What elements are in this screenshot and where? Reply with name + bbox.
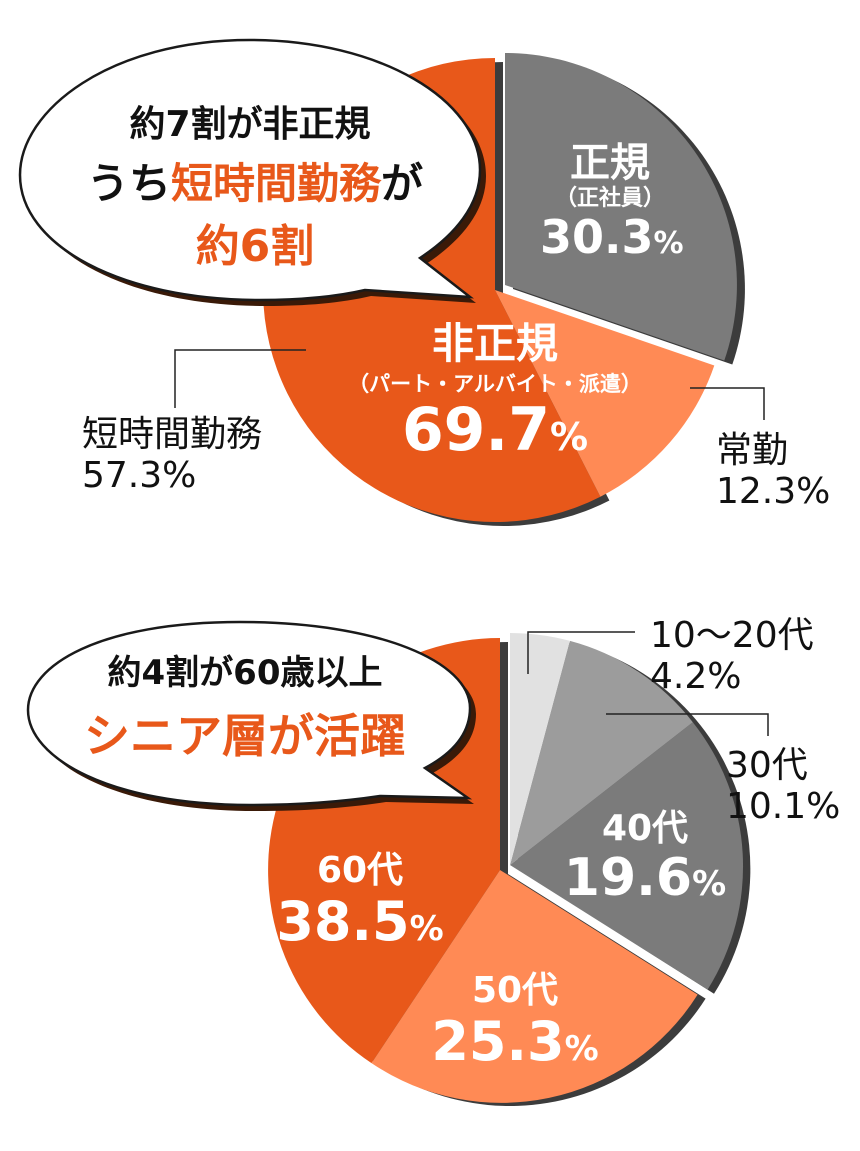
callout-short-time-value: 57.3% <box>82 455 197 497</box>
age-50s-unit: % <box>564 1029 599 1070</box>
nonregular-unit: % <box>549 415 589 460</box>
age-50s-value: 25.3 <box>431 1010 565 1074</box>
nonregular-value: 69.7 <box>401 395 550 466</box>
top-bubble-line3: 約6割 <box>195 221 315 272</box>
top-bubble-line1: 約7割が非正規 <box>129 104 371 145</box>
callout-10s-20s: 10～20代 4.2% <box>650 615 814 698</box>
top-bubble-line2: うち短時間勤務が <box>40 150 470 211</box>
leader-line-30s <box>606 713 769 736</box>
slice-age-40s[interactable] <box>510 722 744 990</box>
callout-full-time: 常勤 12.3% <box>716 430 830 513</box>
bottom-speech-bubble <box>26 620 476 811</box>
age-50s-label: 50代 25.3% <box>425 970 605 1073</box>
age-40s-title: 40代 <box>601 808 689 849</box>
slice-age-10s-20s[interactable] <box>510 633 570 865</box>
nonregular-subtitle: （パート・アルバイト・派遣） <box>348 372 642 397</box>
top-speech-bubble <box>18 38 486 306</box>
nonregular-label: 非正規 （パート・アルバイト・派遣） 69.7% <box>295 319 695 466</box>
bottom-bubble-line1: 約4割が60歳以上 <box>107 653 383 693</box>
age-40s-value: 19.6 <box>563 848 693 909</box>
slice-full-time-nonregular[interactable] <box>495 290 715 497</box>
regular-value: 30.3 <box>540 210 654 265</box>
age-60s-title: 60代 <box>316 850 404 891</box>
age-40s-label: 40代 19.6% <box>560 808 730 909</box>
leader-line-10s-20s <box>527 631 635 674</box>
top-bubble-line2-prefix: うち <box>86 159 171 208</box>
age-60s-unit: % <box>409 909 444 950</box>
callout-full-time-value: 12.3% <box>716 471 831 513</box>
callout-short-time-label: 短時間勤務 <box>82 414 263 455</box>
regular-title: 正規 <box>570 140 650 186</box>
regular-subtitle: （正社員） <box>554 186 665 211</box>
regular-label: 正規 （正社員） 30.3% <box>540 140 684 265</box>
bottom-bubble-line2: シニア層が活躍 <box>84 709 406 763</box>
callout-30s-label: 30代 <box>726 745 808 786</box>
slice-regular[interactable] <box>505 53 737 361</box>
callout-30s: 30代 10.1% <box>726 745 840 828</box>
age-60s-value: 38.5 <box>276 890 410 954</box>
nonregular-title: 非正規 <box>431 319 558 368</box>
age-40s-unit: % <box>692 864 727 905</box>
callout-10s-20s-value: 4.2% <box>650 656 742 698</box>
callout-short-time: 短時間勤務 57.3% <box>82 414 262 497</box>
top-bubble-line2-suffix: が <box>381 159 424 208</box>
slice-age-50s[interactable] <box>371 870 698 1103</box>
age-60s-label: 60代 38.5% <box>270 850 450 953</box>
leader-line-full-time <box>690 387 765 420</box>
age-50s-title: 50代 <box>471 970 559 1011</box>
regular-unit: % <box>653 226 684 262</box>
slice-age-30s[interactable] <box>510 640 693 865</box>
callout-full-time-label: 常勤 <box>716 430 789 471</box>
leader-line-short-time <box>174 349 306 408</box>
callout-10s-20s-label: 10～20代 <box>650 615 814 656</box>
top-bubble-line2-highlight: 短時間勤務 <box>170 159 381 208</box>
callout-30s-value: 10.1% <box>726 786 841 828</box>
